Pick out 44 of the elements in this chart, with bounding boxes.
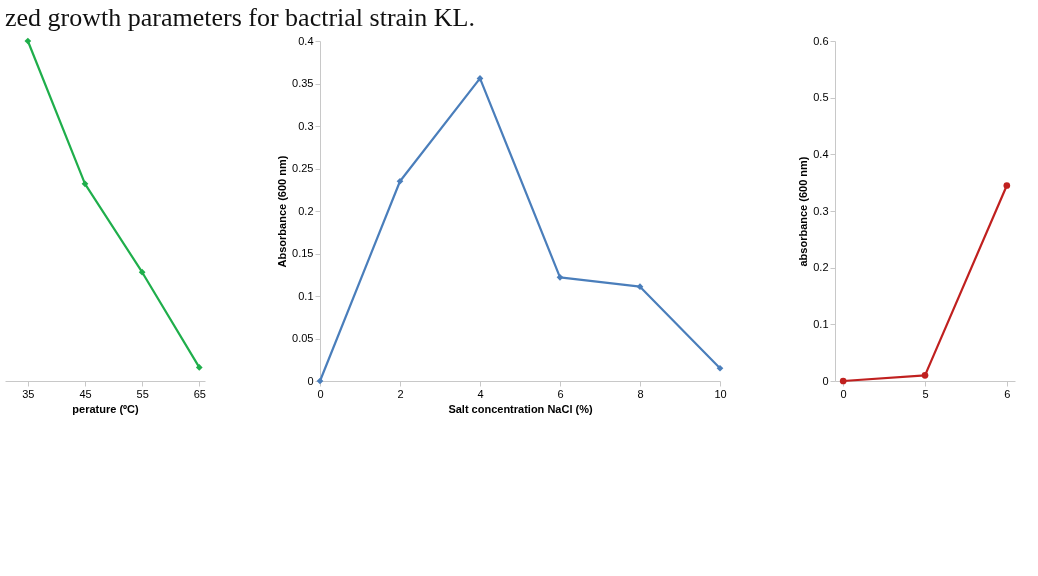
point <box>1003 182 1011 189</box>
x-tick-label: 6 <box>557 387 564 400</box>
point <box>921 371 929 379</box>
x-tick-label: 45 <box>79 387 92 400</box>
y-tick-label: 0.3 <box>813 204 829 217</box>
y-axis-title: absorbance (600 nm) <box>797 156 810 267</box>
x-axis-title: Salt concentration NaCl (%) <box>448 402 593 415</box>
x-tick-label: 6 <box>1004 387 1011 400</box>
y-tick-label: 0.35 <box>292 77 314 89</box>
point <box>195 364 203 371</box>
y-tick-label: 0.4 <box>813 147 829 160</box>
x-tick-label: 8 <box>637 387 644 400</box>
y-tick-label: 0.15 <box>292 247 314 259</box>
point <box>396 177 404 185</box>
chart-title: zed growth parameters for bactrial strain KL. <box>5 3 475 32</box>
x-axis-title: perature (ºC) <box>72 402 140 415</box>
y-tick-label: 0.4 <box>298 34 314 47</box>
point <box>839 377 847 385</box>
x-tick-label: 55 <box>136 387 149 400</box>
y-axis-title: Absorbance (600 nm) <box>276 155 289 268</box>
y-tick-label: 0.25 <box>292 162 314 174</box>
x-tick-label: 35 <box>22 387 35 400</box>
y-tick-label: 0.3 <box>298 119 314 132</box>
x-tick-label: 10 <box>714 387 727 400</box>
x-tick-label: 0 <box>840 387 847 400</box>
y-tick-label: 0.6 <box>813 34 829 47</box>
x-tick-label: 5 <box>922 387 929 400</box>
x-tick-label: 65 <box>193 387 206 400</box>
x-tick-label: 4 <box>477 387 484 400</box>
x-tick-label: 2 <box>397 387 404 400</box>
point <box>716 364 724 372</box>
y-tick-label: 0.1 <box>813 317 829 330</box>
point <box>81 180 89 188</box>
y-tick-label: 0.05 <box>292 332 314 344</box>
y-tick-label: 0 <box>307 374 314 387</box>
point <box>138 268 146 276</box>
y-tick-label: 0.2 <box>298 204 314 217</box>
point <box>24 37 32 45</box>
y-tick-label: 0.1 <box>298 289 314 302</box>
y-tick-label: 0 <box>822 374 829 387</box>
point <box>556 273 564 281</box>
x-tick-label: 0 <box>317 387 324 400</box>
y-tick-label: 0.2 <box>813 261 829 274</box>
y-tick-label: 0.5 <box>813 91 829 104</box>
